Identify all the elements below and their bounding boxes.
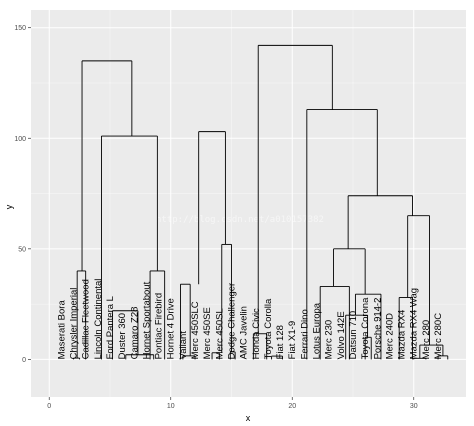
leaf-label: Chrysler Imperial [69,288,80,360]
dendrogram-branches [73,44,449,360]
leaf-label: Camaro Z28 [129,307,140,360]
leaf-label: Merc 450SL [214,308,225,359]
x-tick-label: 30 [410,403,418,410]
leaf-label: Fiat X1-9 [287,321,298,360]
leaf-label: Lincoln Continental [93,279,104,360]
leaf-label: Porsche 914-2 [372,298,383,360]
leaf-label: Merc 280 [421,320,432,360]
watermark-text: http://blog.csdn.net/a010157382 [156,215,324,225]
y-axis-title: y [4,204,14,209]
y-tick-label: 100 [14,136,26,143]
grid-lines [31,10,466,397]
y-tick-label: 50 [18,246,26,253]
leaf-label: Duster 360 [117,313,128,359]
leaf-label: Mazda RX4 Wag [409,288,420,359]
leaf-label: Hornet 4 Drive [166,298,177,359]
leaf-label: Hornet Sportabout [141,281,152,359]
leaf-label: Toyota Corolla [263,298,274,359]
leaf-label: Maserati Bora [56,300,67,360]
leaf-label: Ferrari Dino [299,309,310,359]
leaf-label: Datsun 710 [348,311,359,360]
y-axis-ticks: 0 50 100 150 [14,25,31,364]
leaf-label: Toyota Corona [360,297,371,360]
leaf-label: Pontiac Firebird [154,293,165,360]
leaf-label: Merc 280C [433,313,444,360]
x-axis-ticks: 0 10 20 30 [47,397,418,410]
x-tick-label: 10 [167,403,175,410]
leaf-label: Fiat 128 [275,325,286,359]
x-tick-label: 20 [288,403,296,410]
leaf-label: Cadillac Fleetwood [81,279,92,359]
leaf-labels: Maserati Bora Chrysler Imperial Cadillac F… [56,279,444,360]
leaf-label: Merc 240D [384,313,395,360]
leaf-label: Honda Civic [251,308,262,359]
y-tick-label: 150 [14,25,26,32]
leaf-label: Ford Pantera L [105,296,116,359]
leaf-label: Mazda RX4 [397,310,408,360]
y-tick-label: 0 [22,357,26,364]
leaf-label: Merc 450SE [202,307,213,359]
leaf-label: Merc 450SLC [190,301,201,359]
leaf-label: Valiant [178,331,189,360]
leaf-label: Lotus Europa [312,302,323,359]
leaf-label: Volvo 142E [336,311,347,359]
leaf-label: AMC Javelin [239,306,250,359]
leaf-label: Dodge Challenger [226,283,237,360]
x-tick-label: 0 [47,403,51,410]
leaf-label: Merc 230 [324,320,335,360]
plot-panel [31,10,466,397]
x-axis-title: x [246,413,251,423]
